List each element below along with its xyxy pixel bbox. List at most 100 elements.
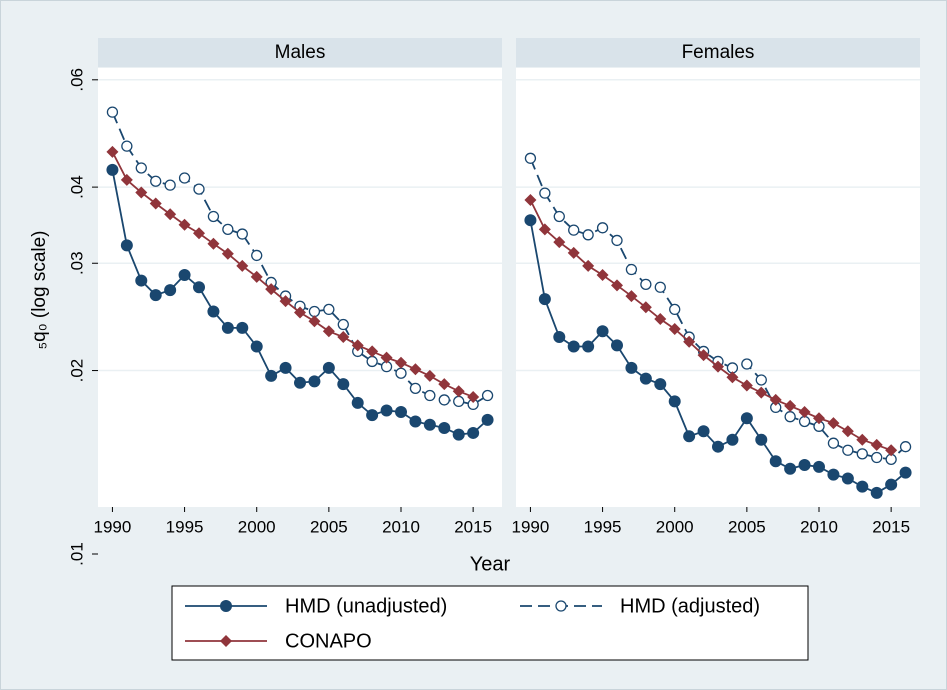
x-tick-label: 2015 (872, 517, 910, 536)
marker (813, 460, 825, 473)
marker (265, 369, 278, 382)
marker (308, 315, 321, 328)
marker (625, 290, 638, 303)
marker (639, 301, 652, 314)
marker (553, 331, 566, 344)
x-tick-label: 2000 (656, 517, 694, 536)
marker (135, 162, 147, 174)
marker (250, 340, 263, 353)
marker (568, 224, 580, 236)
marker (467, 426, 480, 439)
marker (611, 234, 623, 247)
marker (856, 433, 869, 446)
marker (669, 303, 681, 316)
marker (870, 486, 883, 499)
marker (337, 318, 349, 331)
marker (121, 140, 133, 152)
marker (524, 152, 537, 164)
panel-title: Females (682, 42, 755, 63)
marker (841, 425, 854, 438)
marker (870, 438, 883, 451)
marker (380, 404, 393, 417)
marker (755, 374, 767, 386)
marker (856, 448, 868, 460)
marker (135, 274, 148, 287)
marker (654, 281, 666, 293)
marker (538, 293, 551, 306)
marker (221, 247, 234, 260)
marker (611, 339, 623, 352)
marker (423, 369, 436, 382)
marker (207, 305, 220, 318)
marker (308, 375, 321, 388)
marker (236, 228, 248, 240)
marker (668, 395, 681, 408)
marker (726, 371, 739, 384)
marker (481, 389, 494, 402)
marker (323, 303, 335, 316)
legend-marker (220, 600, 232, 612)
marker (827, 417, 840, 430)
marker (222, 223, 234, 235)
marker (178, 172, 191, 184)
legend-label: HMD (adjusted) (620, 595, 760, 617)
marker (135, 186, 148, 199)
marker (856, 480, 869, 493)
y-axis-title: ₅q₀ (log scale) (29, 230, 50, 349)
marker (366, 345, 379, 358)
marker (524, 214, 537, 227)
marker (481, 413, 494, 426)
x-tick-label: 2005 (728, 517, 766, 536)
marker (366, 409, 379, 422)
marker (207, 237, 220, 250)
marker (438, 394, 450, 406)
x-tick-label: 1990 (94, 517, 132, 536)
marker (784, 411, 796, 423)
x-tick-label: 2010 (800, 517, 838, 536)
marker (899, 441, 912, 453)
marker (120, 239, 133, 252)
marker (567, 246, 580, 259)
marker (193, 227, 205, 240)
marker (683, 430, 696, 443)
y-tick-label: .02 (67, 359, 86, 383)
marker (453, 395, 465, 408)
marker (524, 193, 537, 206)
x-tick-label: 1995 (584, 517, 622, 536)
marker (683, 335, 696, 348)
legend-label: HMD (unadjusted) (285, 595, 447, 617)
marker (712, 440, 724, 453)
marker (798, 458, 811, 471)
marker (251, 249, 263, 262)
marker (395, 406, 407, 419)
marker (322, 325, 335, 338)
marker (553, 236, 566, 249)
marker (567, 340, 580, 353)
marker (741, 358, 753, 370)
marker (409, 415, 422, 428)
marker (582, 259, 595, 272)
marker (322, 361, 335, 374)
marker (827, 437, 840, 449)
legend-marker (555, 600, 567, 612)
marker (654, 378, 667, 391)
marker (452, 428, 465, 441)
marker (769, 393, 782, 406)
y-tick-label: .01 (67, 542, 86, 566)
marker (668, 323, 681, 336)
marker (164, 179, 176, 191)
marker (294, 376, 306, 389)
marker (639, 372, 652, 385)
marker (467, 390, 480, 403)
marker (784, 462, 797, 475)
panel-title: Males (275, 42, 326, 63)
marker (193, 183, 205, 195)
marker (164, 208, 177, 221)
marker (871, 451, 883, 464)
marker (221, 321, 234, 334)
marker (308, 305, 321, 318)
marker (207, 210, 220, 223)
marker (640, 278, 652, 291)
marker (697, 425, 710, 438)
